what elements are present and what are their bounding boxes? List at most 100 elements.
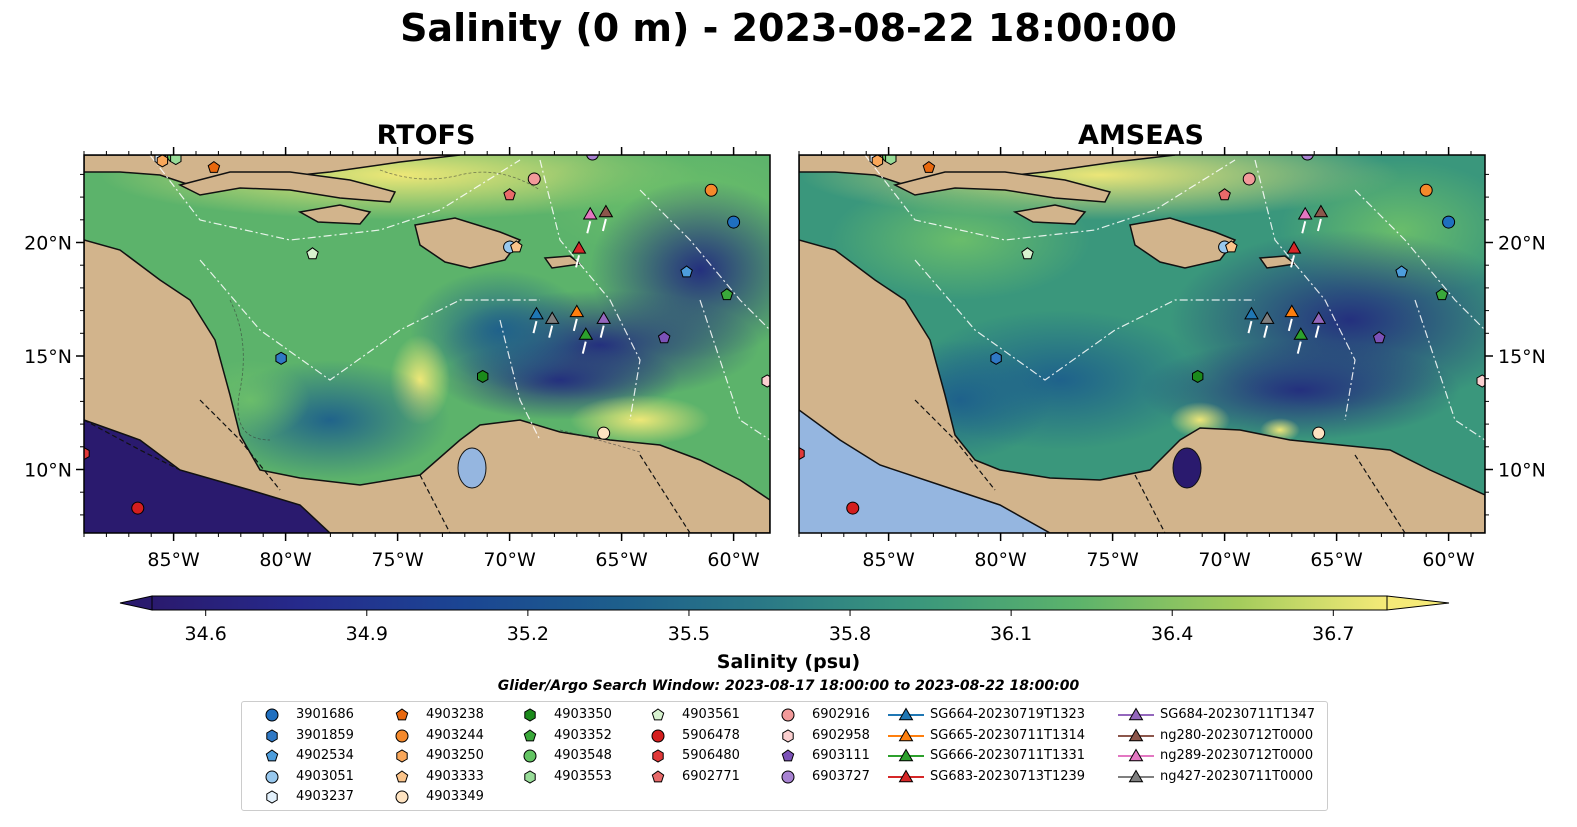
colorbar-label: Salinity (psu) [716,651,861,673]
legend-label: 4903250 [426,748,484,763]
triangle-marker-icon [888,707,924,721]
legend-label: 3901686 [296,707,354,722]
legend-label: 4903244 [426,727,484,743]
glider-track-SG684-20230711T1347 [1314,325,1320,338]
map-frame-amseas [798,154,1486,534]
colorbar-extend-low [119,595,153,611]
colorbar-tick-label: 35.2 [507,623,549,645]
circle-marker-icon [651,729,665,742]
argo-float-5906480 [84,447,90,461]
legend-label: 4903051 [296,768,354,784]
lat-tick-label-left: 15°N [24,346,72,368]
hexagon-marker-icon [266,790,278,804]
lon-tick-label: 65°W [595,549,648,571]
colorbar: 34.6 34.9 35.2 35.5 35.8 36.1 36.4 36.7 [119,595,1450,645]
argo-float-4903352 [720,288,734,301]
argo-float-6903727 [1301,155,1314,161]
argo-float-3901686 [1442,215,1456,229]
country-borders [84,399,691,533]
legend-label: 5906480 [682,748,740,763]
lat-tick-label-right: 10°N [1498,460,1546,482]
pentagon-marker-icon [395,769,409,782]
legend: 3901686 3901859 4902534 4903051 4903237 49032… [241,701,1328,811]
argo-float-6902916 [1242,172,1256,186]
glider-SG684-20230711T1347 [596,311,612,324]
legend-label: 4903237 [296,789,354,804]
legend-label: 3901859 [296,727,354,743]
glider-SG683-20230713T1239 [1286,240,1302,254]
glider-track-SG683-20230713T1239 [1290,255,1296,268]
circle-marker-icon [781,770,795,783]
argo-float-6902958 [761,374,770,388]
glider-track-ng289-20230712T0000 [586,221,592,234]
glider-ng289-20230712T0000 [582,206,598,220]
argo-float-6902771 [1218,188,1231,201]
glider-ng280-20230712T0000 [1313,204,1329,218]
colorbar-tick-label: 35.8 [829,623,871,645]
argo-float-4903350 [477,369,489,383]
glider-SG666-20230711T1331 [1293,327,1309,340]
glider-track-SG666-20230711T1331 [1296,341,1302,354]
argo-float-4903349 [1312,426,1326,440]
circle-marker-icon [523,749,537,763]
argo-float-4903250 [156,155,169,168]
argo-markers-amseas [799,155,1485,515]
hexagon-marker-icon [396,749,408,763]
glider-ng280-20230712T0000 [598,204,614,218]
legend-label: 4902534 [296,748,354,763]
argo-float-3901859 [990,351,1002,365]
glider-ng427-20230711T0000 [544,311,560,324]
map-panel-rtofs [84,155,770,533]
axis-ticks: 85°W 80°W 75°W 70°W 65°W 60°W 85°W 80°W 75°W 70°W… [24,147,1546,571]
legend-label: 6903111 [812,748,870,763]
lon-tick-label: 75°W [1086,549,1139,571]
lon-tick-label: 75°W [371,549,424,571]
lon-tick-label: 65°W [1310,549,1363,571]
argo-float-4903349 [597,426,611,440]
legend-label: SG666-20230711T1331 [930,748,1086,763]
argo-float-5906478 [846,501,860,515]
colorbar-extend-high [1386,595,1450,611]
colorbar-tick-label: 36.4 [1151,623,1193,645]
legend-label: 5906478 [682,727,740,743]
lon-tick-label: 70°W [483,549,536,571]
legend-label: 6902916 [812,707,870,722]
argo-float-6903111 [1372,331,1386,344]
triangle-marker-icon [1118,707,1154,721]
glider-SG684-20230711T1347 [1311,311,1327,324]
argo-float-6903727 [586,155,599,161]
lake-maracaibo [1172,447,1202,489]
salinity-field-amseas [800,155,1485,460]
lon-tick-label: 60°W [707,549,760,571]
lon-tick-label: 60°W [1422,549,1475,571]
argo-float-5906480 [799,447,805,461]
legend-label: SG664-20230719T1323 [930,707,1086,722]
lat-tick-label-left: 20°N [24,233,72,255]
glider-SG665-20230711T1314 [569,304,585,318]
colorbar-tick-label: 35.5 [668,623,710,645]
glider-track-ng280-20230712T0000 [1316,218,1322,232]
argo-float-4902534 [1395,265,1408,278]
glider-track-ng289-20230712T0000 [1301,221,1307,234]
legend-label: 4903561 [682,707,740,722]
argo-float-4902534 [680,265,693,278]
map-frame-rtofs [83,154,771,534]
glider-track-SG664-20230719T1323 [532,320,538,334]
pentagon-marker-icon [265,749,279,762]
circle-marker-icon [265,708,279,722]
argo-float-3901686 [727,215,741,229]
glider-markers-amseas [1244,204,1329,354]
argo-float-4903350 [1192,369,1204,383]
argo-float-5906478 [131,501,145,515]
argo-float-6902771 [503,188,516,201]
circle-marker-icon [395,729,409,742]
glider-track-SG683-20230713T1239 [575,255,581,268]
triangle-marker-icon [888,769,924,782]
lat-tick-label-left: 10°N [24,460,72,482]
triangle-marker-icon [1118,748,1154,762]
lon-tick-label: 85°W [862,549,915,571]
legend-label: 6902771 [682,768,740,784]
glider-ng427-20230711T0000 [1259,311,1275,324]
pentagon-marker-icon [781,749,795,762]
pentagon-marker-icon [651,769,665,782]
